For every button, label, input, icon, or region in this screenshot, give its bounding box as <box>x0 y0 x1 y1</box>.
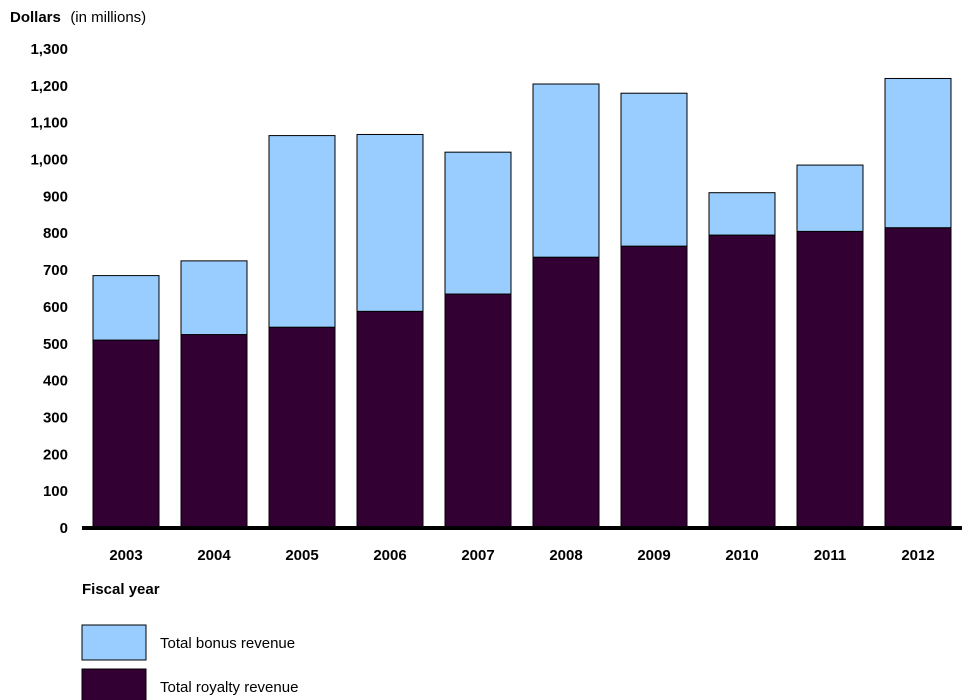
x-tick-label: 2011 <box>814 547 847 564</box>
y-axis-title-main: Dollars <box>10 9 61 26</box>
y-tick-label: 400 <box>43 373 68 390</box>
x-tick-label: 2003 <box>109 547 142 564</box>
bar-bonus-2010 <box>708 192 776 236</box>
y-axis-ticks: 0 100 200 300 400 500 600 700 800 900 1,000 1,100 1,… <box>30 41 68 537</box>
bar-royalty-2007 <box>444 293 512 529</box>
y-axis-title-unit: (in millions) <box>70 9 146 26</box>
bar-royalty-2009 <box>620 245 688 529</box>
legend: Total bonus revenue Total royalty revenue <box>81 624 298 700</box>
x-tick-label: 2008 <box>549 547 582 564</box>
bar-royalty-2005 <box>268 326 336 529</box>
bar-bonus-2007 <box>444 151 512 295</box>
bar-bonus-2003 <box>92 275 160 341</box>
y-tick-label: 1,100 <box>30 115 68 132</box>
y-tick-label: 600 <box>43 299 68 316</box>
x-tick-label: 2006 <box>373 547 406 564</box>
bar-royalty-2006 <box>356 310 424 529</box>
y-tick-label: 1,200 <box>30 78 68 95</box>
bar-royalty-2008 <box>532 256 600 529</box>
x-tick-label: 2004 <box>197 547 231 564</box>
bar-bonus-2009 <box>620 92 688 247</box>
x-tick-label: 2007 <box>461 547 494 564</box>
y-tick-label: 300 <box>43 409 68 426</box>
legend-label-bonus: Total bonus revenue <box>160 635 295 652</box>
bar-royalty-2012 <box>884 227 952 529</box>
legend-label-royalty: Total royalty revenue <box>160 679 298 696</box>
legend-swatch-royalty <box>81 668 147 700</box>
bar-royalty-2003 <box>92 339 160 529</box>
y-tick-label: 100 <box>43 483 68 500</box>
bar-bonus-2005 <box>268 135 336 328</box>
y-tick-label: 900 <box>43 188 68 205</box>
x-tick-label: 2009 <box>637 547 670 564</box>
legend-swatch-bonus <box>81 624 147 661</box>
bars-group <box>92 77 952 529</box>
bar-bonus-2012 <box>884 77 952 229</box>
bar-royalty-2004 <box>180 334 248 529</box>
bar-bonus-2011 <box>796 164 864 232</box>
bar-bonus-2006 <box>356 133 424 312</box>
bar-bonus-2008 <box>532 83 600 258</box>
y-tick-label: 1,300 <box>30 41 68 58</box>
y-tick-label: 0 <box>60 520 68 537</box>
x-tick-label: 2010 <box>725 547 758 564</box>
y-tick-label: 700 <box>43 262 68 279</box>
y-tick-label: 1,000 <box>30 152 68 169</box>
y-tick-label: 200 <box>43 446 68 463</box>
x-axis-ticks: 2003 2004 2005 2006 2007 2008 2009 2010 2011 2012 <box>109 547 934 564</box>
y-tick-label: 800 <box>43 225 68 242</box>
bar-royalty-2010 <box>708 234 776 529</box>
bar-bonus-2004 <box>180 260 248 336</box>
y-axis-title: Dollars (in millions) <box>10 9 146 26</box>
bar-royalty-2011 <box>796 230 864 529</box>
y-tick-label: 500 <box>43 336 68 353</box>
x-tick-label: 2012 <box>901 547 934 564</box>
x-axis-title: Fiscal year <box>82 581 160 598</box>
x-tick-label: 2005 <box>285 547 318 564</box>
